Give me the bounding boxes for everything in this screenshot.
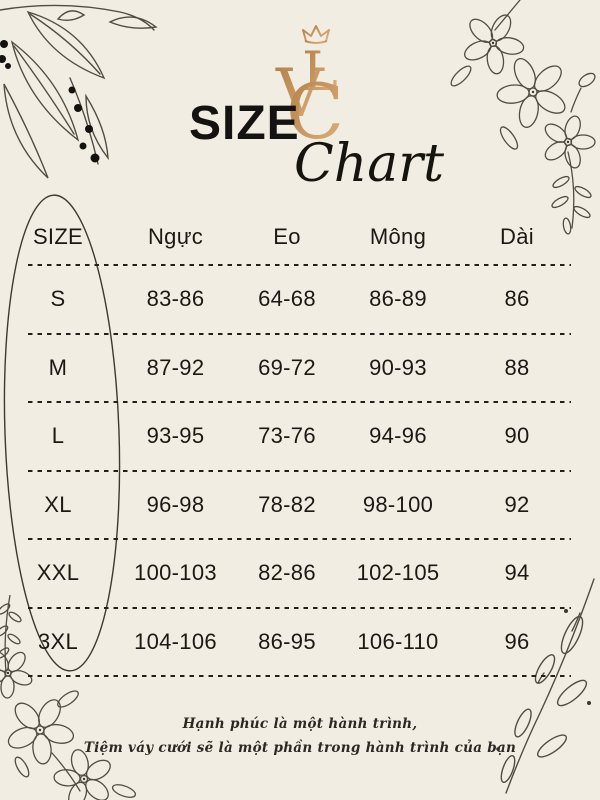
crown-icon: [302, 25, 330, 44]
table-cell: 106-110: [357, 628, 439, 654]
dashed-divider: [28, 401, 571, 403]
floral-top-right-decoration: [450, 0, 596, 235]
size-table: SIZE Ngực Eo Mông Dài S 83-86 64-68 86-8…: [18, 210, 571, 677]
page-title: SIZE: [189, 97, 300, 150]
brand-monogram-logo: V L C: [256, 24, 364, 142]
table-cell: 82-86: [258, 560, 316, 586]
dashed-divider: [28, 469, 571, 472]
table-cell: 86-89: [369, 286, 427, 312]
row-label-m: M: [48, 354, 68, 380]
table-cell: 83-86: [146, 286, 205, 312]
logo-letter-l: L: [302, 40, 338, 103]
dashed-divider: [28, 538, 571, 540]
row-label-xxl: XXL: [36, 560, 80, 586]
column-header-size: SIZE: [32, 224, 84, 249]
logo-letter-v: V: [275, 55, 325, 132]
table-cell: 104-106: [134, 628, 217, 654]
dashed-divider: [28, 332, 571, 335]
table-cell: 88: [504, 354, 530, 380]
table-cell: 86: [504, 286, 530, 312]
table-cell: 102-105: [356, 560, 440, 586]
row-label-xl: XL: [44, 491, 72, 517]
row-label-l: L: [51, 423, 65, 449]
dashed-divider: [28, 675, 571, 677]
table-cell: 93-95: [146, 423, 205, 449]
row-label-s: S: [50, 286, 66, 312]
footer-quote-line2: Tiệm váy cưới sẽ là một phần trong hành …: [83, 740, 517, 756]
column-header-mong: Mông: [369, 224, 427, 249]
dashed-divider: [28, 606, 571, 609]
floral-top-left-decoration: [0, 4, 158, 179]
size-column-highlight-ellipse: [3, 194, 121, 672]
row-label-3xl: 3XL: [37, 628, 79, 654]
table-cell: 96: [504, 628, 530, 654]
table-cell: 94-96: [369, 423, 427, 449]
table-cell: 100-103: [134, 560, 217, 586]
table-cell: 98-100: [362, 491, 434, 517]
table-cell: 69-72: [258, 354, 316, 380]
table-cell: 86-95: [258, 628, 316, 654]
footer-quote-line1: Hạnh phúc là một hành trình,: [182, 716, 418, 732]
table-cell: 73-76: [258, 423, 316, 449]
column-header-eo: Eo: [273, 224, 301, 249]
column-header-dai: Dài: [500, 224, 534, 249]
table-cell: 90-93: [369, 354, 427, 380]
logo-letter-c: C: [286, 67, 344, 142]
page-subtitle: Chart: [294, 134, 445, 194]
table-cell: 92: [504, 491, 530, 517]
column-header-nguc: Ngực: [147, 224, 204, 249]
table-cell: 94: [504, 560, 530, 586]
table-cell: 64-68: [258, 286, 316, 312]
table-cell: 90: [504, 423, 530, 449]
table-cell: 78-82: [258, 491, 316, 517]
table-cell: 87-92: [146, 354, 205, 380]
table-cell: 96-98: [146, 491, 205, 517]
dashed-divider: [28, 264, 571, 266]
